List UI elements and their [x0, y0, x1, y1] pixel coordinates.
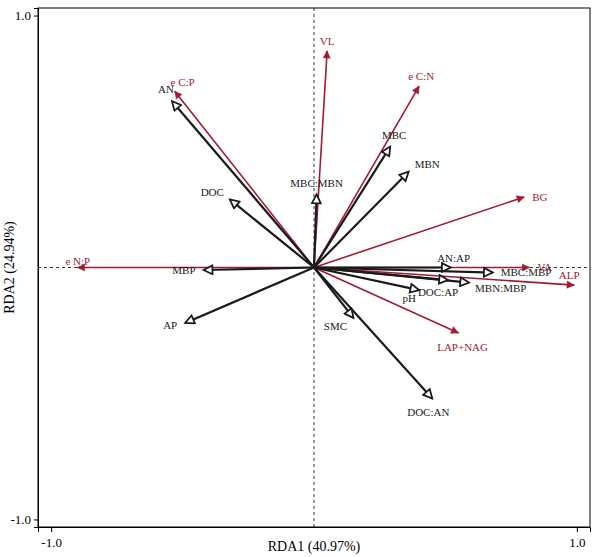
- arrow-label: e C:P: [171, 76, 195, 88]
- loading-arrow: [314, 268, 432, 399]
- x-axis-title: RDA1 (40.97%): [268, 539, 361, 555]
- y-tick-mark: [34, 16, 38, 17]
- arrow-label: MBC: [382, 129, 406, 141]
- x-tick-label: 1.0: [569, 535, 585, 550]
- loading-arrow: [314, 268, 459, 334]
- arrow-label: pH: [402, 292, 416, 304]
- loading-arrow: [314, 194, 317, 267]
- arrow-label: DOC:AP: [418, 286, 458, 298]
- arrow-label: e N:P: [65, 255, 90, 267]
- arrow-label: MBC:MBP: [501, 266, 552, 278]
- plot-frame: [38, 8, 590, 527]
- y-axis-title: RDA2 (24.94%): [2, 221, 18, 314]
- x-tick: 1.0: [569, 527, 585, 550]
- loading-arrow: [230, 199, 314, 267]
- y-tick-label: 1.0: [15, 8, 31, 23]
- loading-arrow: [185, 268, 314, 323]
- loading-arrow: [314, 268, 448, 281]
- arrow-label: ALP: [559, 269, 580, 281]
- y-axis-line: [34, 9, 39, 528]
- arrow-label: MBN:MBP: [475, 282, 526, 294]
- arrow-label: AP: [163, 319, 177, 331]
- arrow-label: MBN: [415, 158, 440, 170]
- arrow-label: MBC:MBN: [290, 177, 343, 189]
- x-tick: -1.0: [41, 527, 62, 550]
- arrow-label: DOC: [201, 186, 224, 198]
- y-tick: 1.0: [15, 8, 38, 23]
- y-tick-mark: [34, 519, 38, 520]
- loading-arrow: [314, 268, 469, 283]
- arrow-label: MBP: [172, 264, 195, 276]
- loading-arrow: [314, 197, 524, 268]
- x-tick-label: -1.0: [41, 535, 62, 550]
- loading-arrow: [204, 268, 314, 271]
- x-tick-mark: [577, 527, 578, 532]
- loading-arrow: [314, 51, 327, 268]
- arrows: [77, 51, 574, 399]
- arrow-label: BG: [532, 191, 547, 203]
- x-axis-line: [39, 528, 591, 533]
- arrow-label: AN:AP: [437, 252, 470, 264]
- arrow-label: e C:N: [408, 70, 434, 82]
- arrow-labels: VLe C:Pe C:NBGe N:PVAALPLAP+NAGANDOCMBC:…: [65, 35, 579, 419]
- y-tick-label: -1.0: [10, 512, 31, 527]
- loading-arrow: [314, 147, 390, 268]
- arrow-label: DOC:AN: [407, 406, 449, 418]
- arrow-label: SMC: [324, 320, 347, 332]
- y-tick: -1.0: [10, 512, 38, 527]
- arrow-label: LAP+NAG: [437, 341, 488, 353]
- x-tick-mark: [51, 527, 52, 532]
- arrow-label: VL: [320, 35, 335, 47]
- arrow-label: AN: [158, 83, 174, 95]
